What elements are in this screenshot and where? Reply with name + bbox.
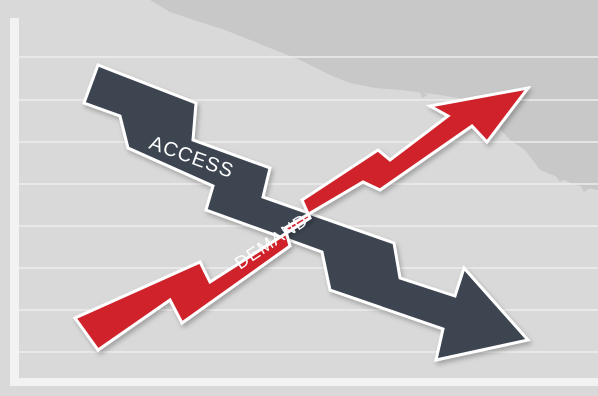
x-axis-bar — [19, 378, 598, 386]
demand-arrow — [72, 85, 532, 353]
y-axis-bar — [10, 18, 19, 386]
demand-arrow-shape — [72, 85, 532, 353]
map-silhouette — [150, 0, 598, 190]
